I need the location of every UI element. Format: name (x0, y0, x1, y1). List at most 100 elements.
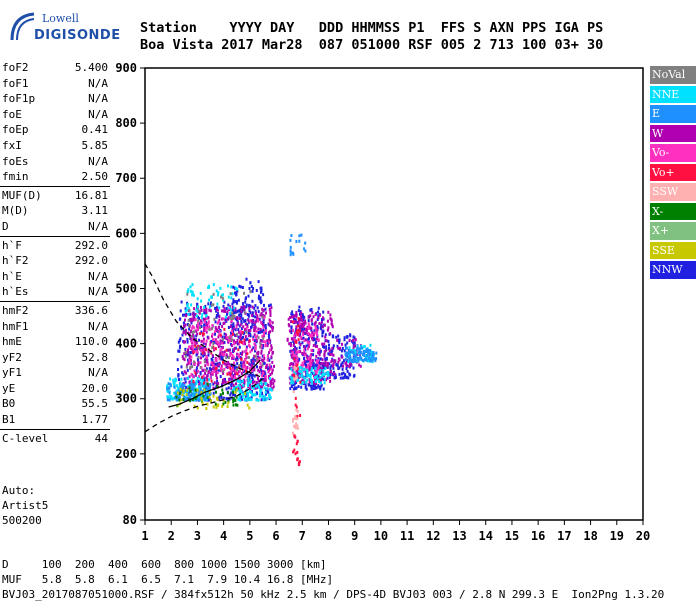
echo-point (255, 338, 258, 342)
echo-point (297, 324, 300, 328)
echo-point (252, 359, 255, 363)
echo-point (178, 395, 181, 399)
echo-point (289, 245, 292, 249)
echo-point (222, 369, 225, 373)
echo-point (272, 381, 275, 385)
echo-point (295, 362, 297, 366)
echo-point (253, 323, 256, 327)
echo-point (316, 326, 319, 330)
echo-point (250, 358, 253, 362)
echo-point (307, 315, 310, 319)
echo-point (323, 342, 326, 346)
echo-point (228, 338, 231, 342)
echo-point (225, 353, 228, 357)
echo-point (250, 373, 253, 377)
echo-point (248, 305, 251, 308)
echo-point (224, 377, 226, 381)
echo-point (322, 310, 325, 314)
echo-point (269, 382, 272, 386)
echo-point (190, 335, 193, 338)
echo-point (216, 371, 219, 374)
x-tick-label: 18 (583, 529, 597, 543)
echo-point (326, 365, 329, 369)
echo-point (294, 347, 297, 351)
echo-point (204, 381, 207, 385)
echo-point (168, 386, 171, 390)
echo-point (195, 341, 198, 345)
echo-point (197, 369, 200, 373)
echo-point (214, 320, 217, 324)
echo-point (239, 381, 242, 385)
param-label: B0 (2, 397, 16, 411)
echo-point (338, 341, 341, 345)
echo-point (292, 381, 295, 385)
echo-point (260, 320, 262, 324)
echo-point (317, 347, 320, 351)
echo-point (223, 327, 226, 331)
echo-point (184, 347, 187, 351)
echo-point (242, 302, 244, 306)
echo-point (314, 373, 317, 377)
echo-point (354, 359, 357, 363)
echo-point (232, 383, 235, 387)
series-noval (184, 290, 265, 373)
echo-point (201, 369, 204, 372)
echo-point (334, 359, 337, 363)
echo-point (367, 356, 370, 360)
echo-point (178, 346, 181, 350)
echo-point (244, 335, 247, 339)
echo-point (294, 372, 297, 376)
echo-point (196, 332, 199, 336)
echo-point (312, 353, 315, 357)
echo-point (294, 452, 297, 456)
echo-point (203, 348, 206, 352)
echo-point (251, 381, 254, 385)
echo-point (212, 405, 215, 409)
echo-point (263, 379, 266, 383)
echo-point (369, 348, 372, 352)
echo-point (221, 353, 224, 357)
echo-point (245, 345, 248, 349)
echo-point (179, 309, 182, 313)
echo-point (325, 345, 328, 349)
echo-point (303, 339, 306, 343)
echo-point (258, 294, 260, 298)
param-label: MUF(D) (2, 188, 42, 202)
echo-point (229, 313, 232, 317)
echo-point (290, 315, 293, 319)
echo-point (293, 370, 296, 374)
echo-point (345, 363, 348, 367)
echo-point (181, 371, 184, 375)
echo-point (203, 377, 206, 381)
echo-point (225, 319, 228, 323)
echo-point (250, 385, 253, 389)
echo-point (166, 384, 169, 388)
echo-point (314, 375, 316, 379)
echo-point (213, 347, 216, 351)
param-label: fmin (2, 170, 29, 184)
echo-point (367, 349, 370, 352)
echo-point (265, 311, 267, 315)
echo-point (193, 330, 196, 334)
echo-point (348, 364, 351, 368)
echo-point (259, 296, 262, 300)
echo-point (219, 375, 222, 378)
echo-point (296, 328, 299, 332)
echo-point (293, 377, 296, 381)
parameter-panel: foF2 5.400 foF1 N/A foF1p N/A foE N/A foEp 0.41 fx… (0, 60, 110, 446)
echo-point (325, 365, 328, 369)
echo-point (307, 357, 310, 361)
echo-point (230, 344, 233, 348)
echo-point (350, 350, 353, 354)
echo-point (302, 363, 305, 367)
echo-point (238, 316, 241, 320)
echo-point (254, 315, 257, 319)
echo-point (251, 320, 254, 324)
echo-point (230, 334, 232, 338)
param-separator (0, 428, 110, 430)
echo-point (264, 324, 267, 327)
echo-point (252, 314, 255, 318)
echo-point (303, 247, 306, 251)
echo-point (228, 364, 231, 368)
echo-point (300, 385, 303, 389)
